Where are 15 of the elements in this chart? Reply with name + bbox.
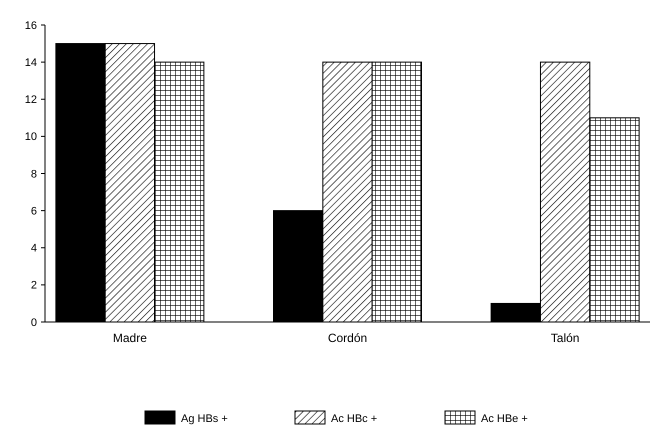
y-tick-label: 14 — [24, 56, 37, 69]
y-tick-label: 6 — [30, 205, 37, 218]
x-tick-label: Talón — [550, 331, 580, 345]
legend-label: Ag HBs + — [181, 412, 228, 425]
y-tick-label: 4 — [30, 242, 37, 255]
y-tick-label: 10 — [24, 131, 37, 144]
legend-label: Ac HBe + — [481, 412, 528, 425]
y-tick-label: 16 — [24, 20, 37, 32]
legend-label: Ac HBc + — [331, 412, 378, 425]
x-tick-label: Cordón — [328, 331, 368, 345]
y-tick-label: 12 — [24, 94, 37, 106]
y-tick-label: 8 — [30, 168, 37, 180]
x-tick-label: Madre — [112, 331, 148, 345]
y-tick-label: 0 — [30, 316, 37, 329]
y-tick-label: 2 — [30, 280, 37, 292]
